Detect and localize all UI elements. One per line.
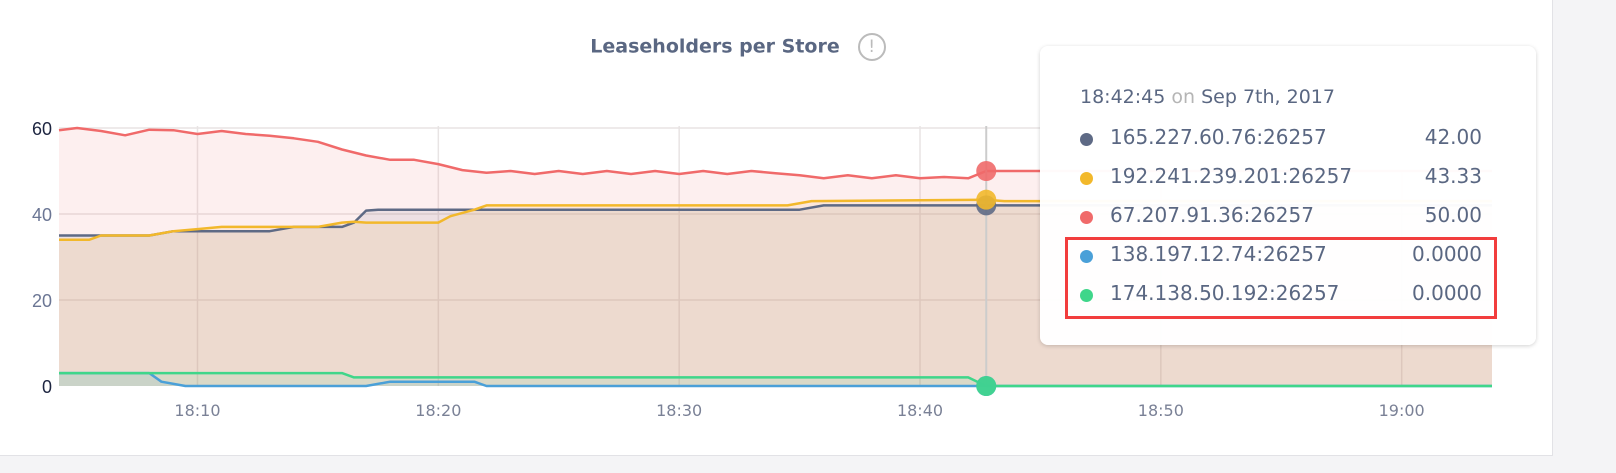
tooltip-row: 67.207.91.36:26257 50.00 bbox=[1080, 199, 1482, 235]
series-dot-icon bbox=[1080, 289, 1093, 302]
series-dot-icon bbox=[1080, 250, 1093, 263]
tooltip: 18:42:45 on Sep 7th, 2017 165.227.60.76:… bbox=[1040, 46, 1536, 345]
tooltip-time: 18:42:45 bbox=[1080, 86, 1166, 108]
hover-marker bbox=[976, 376, 997, 396]
x-tick-label: 18:10 bbox=[174, 401, 220, 420]
y-tick-label: 60 bbox=[32, 119, 52, 139]
tooltip-row-value: 50.00 bbox=[1424, 203, 1482, 227]
highlight-box bbox=[1065, 237, 1497, 319]
tooltip-date: Sep 7th, 2017 bbox=[1201, 86, 1335, 108]
series-line bbox=[59, 371, 1492, 388]
y-tick-label: 40 bbox=[32, 205, 52, 225]
chart-card: Leaseholders per Store! 0 20 40 60 18:10 18:2… bbox=[0, 0, 1553, 456]
series-line bbox=[58, 126, 1492, 180]
tooltip-row-value: 43.33 bbox=[1424, 164, 1482, 188]
tooltip-row-label: 165.227.60.76:26257 bbox=[1110, 125, 1327, 149]
hover-marker bbox=[976, 161, 997, 181]
y-tick-label: 20 bbox=[32, 291, 52, 311]
tooltip-row-value: 0.0000 bbox=[1412, 242, 1482, 266]
x-tick-label: 18:50 bbox=[1138, 401, 1184, 420]
chart-title-bar: Leaseholders per Store! bbox=[0, 33, 1476, 61]
info-exclamation-icon[interactable]: ! bbox=[857, 33, 886, 61]
chart-title: Leaseholders per Store bbox=[590, 35, 840, 58]
tooltip-on: on bbox=[1171, 86, 1196, 108]
tooltip-row-label: 192.241.239.201:26257 bbox=[1110, 164, 1353, 188]
series-line bbox=[59, 371, 1492, 388]
tooltip-row-label: 67.207.91.36:26257 bbox=[1110, 203, 1314, 227]
tooltip-row: 165.227.60.76:26257 42.00 bbox=[1080, 121, 1482, 157]
tooltip-header: 18:42:45 on Sep 7th, 2017 bbox=[1080, 86, 1335, 108]
series-dot-icon bbox=[1080, 133, 1093, 146]
hover-marker bbox=[976, 189, 997, 210]
x-tick-label: 18:40 bbox=[897, 401, 943, 420]
tooltip-row-value: 0.0000 bbox=[1412, 281, 1482, 305]
series-dot-icon bbox=[1080, 211, 1093, 224]
tooltip-row-label: 138.197.12.74:26257 bbox=[1110, 242, 1327, 266]
tooltip-row: 138.197.12.74:26257 0.0000 bbox=[1080, 238, 1482, 274]
series-dot-icon bbox=[1080, 172, 1093, 185]
x-tick-label: 18:20 bbox=[415, 401, 461, 420]
tooltip-row-value: 42.00 bbox=[1424, 125, 1482, 149]
tooltip-row: 174.138.50.192:26257 0.0000 bbox=[1080, 277, 1482, 313]
y-tick-label: 0 bbox=[42, 377, 52, 397]
x-tick-label: 18:30 bbox=[656, 401, 702, 420]
x-tick-label: 19:00 bbox=[1379, 401, 1425, 420]
series-line bbox=[59, 198, 1492, 242]
tooltip-row-label: 174.138.50.192:26257 bbox=[1110, 281, 1340, 305]
tooltip-row: 192.241.239.201:26257 43.33 bbox=[1080, 160, 1482, 196]
